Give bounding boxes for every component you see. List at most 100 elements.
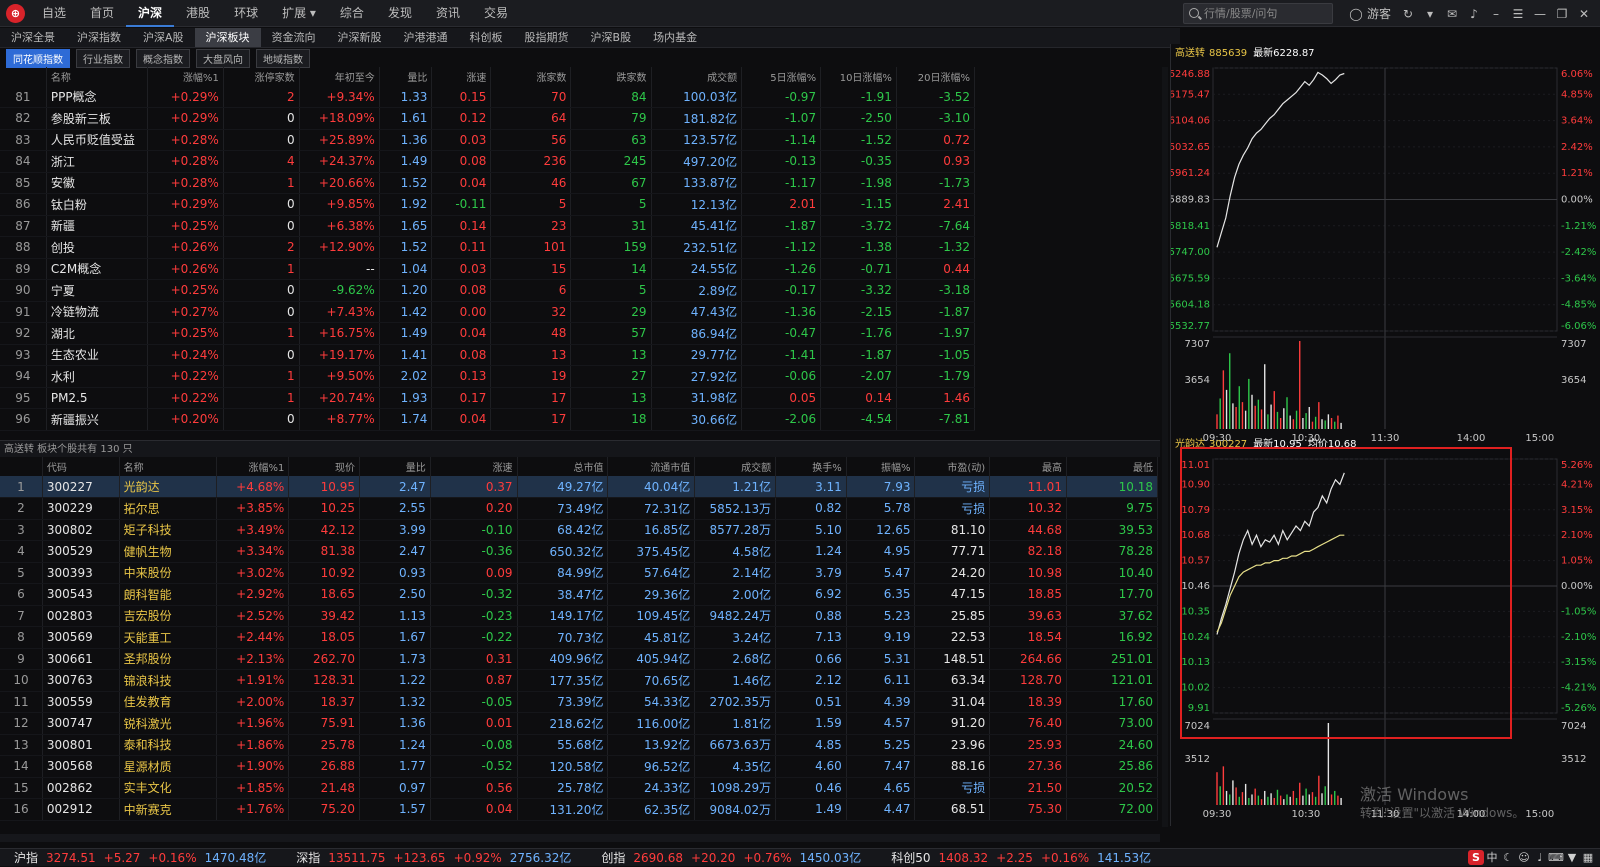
filter-button[interactable]: 同花顺指数: [6, 48, 70, 68]
column-header[interactable]: 年初至今: [299, 67, 380, 86]
bell-icon[interactable]: ♪: [1470, 6, 1478, 21]
table-row[interactable]: 81 PPP概念 +0.29% 2 +9.34% 1.33 0.15 70 84 100.03亿 -…: [0, 86, 976, 108]
table-row[interactable]: 93 生态农业 +0.24% 0 +19.17% 1.41 0.08 13 13 29.77亿 -1…: [0, 344, 976, 366]
table-row[interactable]: 10 300763 锦浪科技 +1.91% 128.31 1.22 0.87 177.35亿 7…: [0, 669, 1159, 692]
subnav-tab[interactable]: 科创板: [469, 31, 503, 44]
emoji-icon[interactable]: ☺: [1518, 850, 1530, 864]
menu-icon[interactable]: ☰: [1512, 6, 1524, 21]
column-header[interactable]: 流通市值: [607, 457, 696, 476]
close-icon[interactable]: ✕: [1578, 6, 1590, 21]
nav-item[interactable]: 自选: [42, 6, 67, 20]
vertical-scrollbar[interactable]: [1162, 67, 1168, 827]
column-header[interactable]: 现价: [288, 457, 361, 476]
column-header[interactable]: 量比: [359, 457, 431, 476]
grid-icon[interactable]: ▦: [1582, 850, 1594, 864]
index-quote[interactable]: 深指 13511.75 +123.65 +0.92% 2756.32亿: [296, 849, 579, 866]
table-row[interactable]: 2 300229 拓尔思 +3.85% 10.25 2.55 0.20 73.49亿 72.31…: [0, 497, 1159, 520]
column-header[interactable]: 市盈(动): [914, 457, 991, 476]
nav-item[interactable]: 交易: [483, 6, 508, 20]
column-header[interactable]: 总市值: [517, 457, 609, 476]
table-row[interactable]: 96 新疆振兴 +0.20% 0 +8.77% 1.74 0.04 17 18 30.66亿 -2.…: [0, 408, 976, 431]
restore-icon[interactable]: ❐: [1556, 6, 1568, 21]
nav-item[interactable]: 扩展 ▾: [282, 6, 316, 20]
filter-button[interactable]: 地域指数: [256, 48, 310, 68]
subnav-tab[interactable]: 场内基金: [653, 31, 698, 44]
subnav-tab[interactable]: 沪深A股: [143, 31, 184, 44]
table-row[interactable]: 6 300543 朗科智能 +2.92% 18.65 2.50 -0.32 38.47亿 29.…: [0, 583, 1159, 606]
table-row[interactable]: 15 002862 实丰文化 +1.85% 21.48 0.97 0.56 25.78亿 24.…: [0, 777, 1159, 799]
column-header[interactable]: 涨幅%1: [216, 457, 290, 476]
nav-item[interactable]: 资讯: [435, 6, 460, 20]
table-row[interactable]: 92 湖北 +0.25% 1 +16.75% 1.49 0.04 48 57 86.94亿 -0.4…: [0, 322, 976, 345]
nav-item[interactable]: 港股: [186, 6, 211, 20]
index-quote[interactable]: 创指 2690.68 +20.20 +0.76% 1450.03亿: [601, 849, 869, 866]
column-header[interactable]: 20日涨幅%: [896, 67, 976, 86]
mic-icon[interactable]: ♩: [1537, 850, 1543, 864]
subnav-tab[interactable]: 沪深全景: [11, 31, 55, 44]
table-row[interactable]: 12 300747 锐科激光 +1.96% 75.91 1.36 0.01 218.62亿 11…: [0, 712, 1159, 735]
user-icon[interactable]: ◯: [1349, 6, 1363, 21]
table-row[interactable]: 8 300569 天能重工 +2.44% 18.05 1.67 -0.22 70.73亿 45.…: [0, 626, 1159, 649]
column-header[interactable]: 成交额: [694, 457, 777, 476]
table-row[interactable]: 16 002912 中新赛克 +1.76% 75.20 1.57 0.04 131.20亿 62…: [0, 798, 1159, 821]
subnav-tab[interactable]: 沪深新股: [337, 31, 382, 44]
subnav-tab[interactable]: 沪深B股: [590, 31, 632, 44]
index-quote[interactable]: 科创50 1408.32 +2.25 +0.16% 141.53亿: [891, 849, 1159, 866]
column-header[interactable]: [0, 67, 47, 86]
column-header[interactable]: 涨速: [430, 457, 518, 476]
column-header[interactable]: 量比: [379, 67, 433, 86]
nav-item[interactable]: 沪深: [126, 0, 175, 27]
nav-item[interactable]: 环球: [234, 6, 259, 20]
column-header[interactable]: 最低: [1066, 457, 1159, 476]
moon-icon[interactable]: ☾: [1503, 850, 1513, 864]
column-header[interactable]: 名称: [46, 67, 148, 86]
nav-item[interactable]: 首页: [90, 6, 115, 20]
filter-button[interactable]: 行业指数: [76, 48, 130, 68]
search-input[interactable]: 行情/股票/问句: [1183, 3, 1333, 24]
minimize-small-icon[interactable]: –: [1493, 6, 1500, 21]
table-row[interactable]: 84 浙江 +0.28% 4 +24.37% 1.49 0.08 236 245 497.20亿 -…: [0, 150, 976, 173]
language-indicator[interactable]: 中: [1486, 851, 1498, 864]
table-row[interactable]: 94 水利 +0.22% 1 +9.50% 2.02 0.13 19 27 27.92亿 -0.06…: [0, 365, 976, 388]
stock-intraday-chart[interactable]: 11.01 5.26% 10.90 4.21% 10.79 3.15% 10.68 2.10%…: [1171, 453, 1600, 825]
mail-icon[interactable]: ✉: [1446, 6, 1458, 21]
column-header[interactable]: 代码: [42, 457, 120, 476]
table-row[interactable]: 5 300393 中来股份 +3.02% 10.92 0.93 0.09 84.99亿 57.6…: [0, 562, 1159, 584]
column-header[interactable]: 涨家数: [490, 67, 572, 86]
table-row[interactable]: 1 300227 光韵达 +4.68% 10.95 2.47 0.37 49.27亿 40.04…: [0, 476, 1159, 498]
table-row[interactable]: 9 300661 圣邦股份 +2.13% 262.70 1.73 0.31 409.96亿 40…: [0, 648, 1159, 670]
column-header[interactable]: 换手%: [775, 457, 847, 476]
table-row[interactable]: 95 PM2.5 +0.22% 1 +20.74% 1.93 0.17 17 13 31.98亿 0…: [0, 387, 976, 409]
column-header[interactable]: 跌家数: [570, 67, 652, 86]
table-row[interactable]: 86 钛白粉 +0.29% 0 +9.85% 1.92 -0.11 5 5 12.13亿 2.01-…: [0, 193, 976, 216]
minimize-icon[interactable]: —: [1534, 6, 1547, 21]
column-header[interactable]: 10日涨幅%: [820, 67, 897, 86]
nav-item[interactable]: 综合: [339, 6, 364, 20]
subnav-tab[interactable]: 沪深板块: [194, 28, 261, 47]
column-header[interactable]: 成交额: [651, 67, 743, 86]
table-row[interactable]: 83 人民币贬值受益 +0.28% 0 +25.89% 1.36 0.03 56 63 123.5…: [0, 129, 976, 151]
column-header[interactable]: 名称: [119, 457, 217, 476]
table-row[interactable]: 14 300568 星源材质 +1.90% 26.88 1.77 -0.52 120.58亿 9…: [0, 755, 1159, 778]
filter-button[interactable]: 大盘风向: [196, 48, 250, 68]
table-row[interactable]: 4 300529 健帆生物 +3.34% 81.38 2.47 -0.36 650.32亿 37…: [0, 540, 1159, 563]
table-row[interactable]: 90 宁夏 +0.25% 0 -9.62% 1.20 0.08 6 5 2.89亿 -0.17 -3.…: [0, 279, 976, 302]
table-row[interactable]: 85 安徽 +0.28% 1 +20.66% 1.52 0.04 46 67 133.87亿 -1.…: [0, 172, 976, 194]
subnav-tab[interactable]: 沪深指数: [77, 31, 121, 44]
column-header[interactable]: 涨停家数: [223, 67, 300, 86]
table-row[interactable]: 91 冷链物流 +0.27% 0 +7.43% 1.42 0.00 32 29 47.43亿 -1.…: [0, 301, 976, 323]
skin-icon[interactable]: ▾: [1427, 6, 1434, 21]
column-header[interactable]: 5日涨幅%: [741, 67, 822, 86]
table-row[interactable]: 3 300802 矩子科技 +3.49% 42.12 3.99 -0.10 68.42亿 16.…: [0, 519, 1159, 541]
table-row[interactable]: 89 C2M概念 +0.26% 1 -- 1.04 0.03 15 14 24.55亿 -1.26-…: [0, 258, 976, 280]
column-header[interactable]: 振幅%: [846, 457, 916, 476]
table-row[interactable]: 13 300801 泰和科技 +1.86% 25.78 1.24 -0.08 55.68亿 13…: [0, 734, 1159, 756]
table-row[interactable]: 88 创投 +0.26% 2 +12.90% 1.52 0.11 101 159 232.51亿 -…: [0, 236, 976, 259]
index-intraday-chart[interactable]: 6246.88 6.06% 6175.47 4.85% 6104.06 3.64% 6032…: [1171, 62, 1600, 447]
nav-item[interactable]: 发现: [387, 6, 412, 20]
column-header[interactable]: 涨速: [431, 67, 492, 86]
index-quote[interactable]: 沪指 3274.51 +5.27 +0.16% 1470.48亿: [14, 849, 274, 866]
shirt-icon[interactable]: ▼: [1567, 850, 1577, 864]
guest-label[interactable]: 游客: [1367, 7, 1392, 21]
table-row[interactable]: 82 参股新三板 +0.29% 0 +18.09% 1.61 0.12 64 79 181.82亿…: [0, 107, 976, 130]
